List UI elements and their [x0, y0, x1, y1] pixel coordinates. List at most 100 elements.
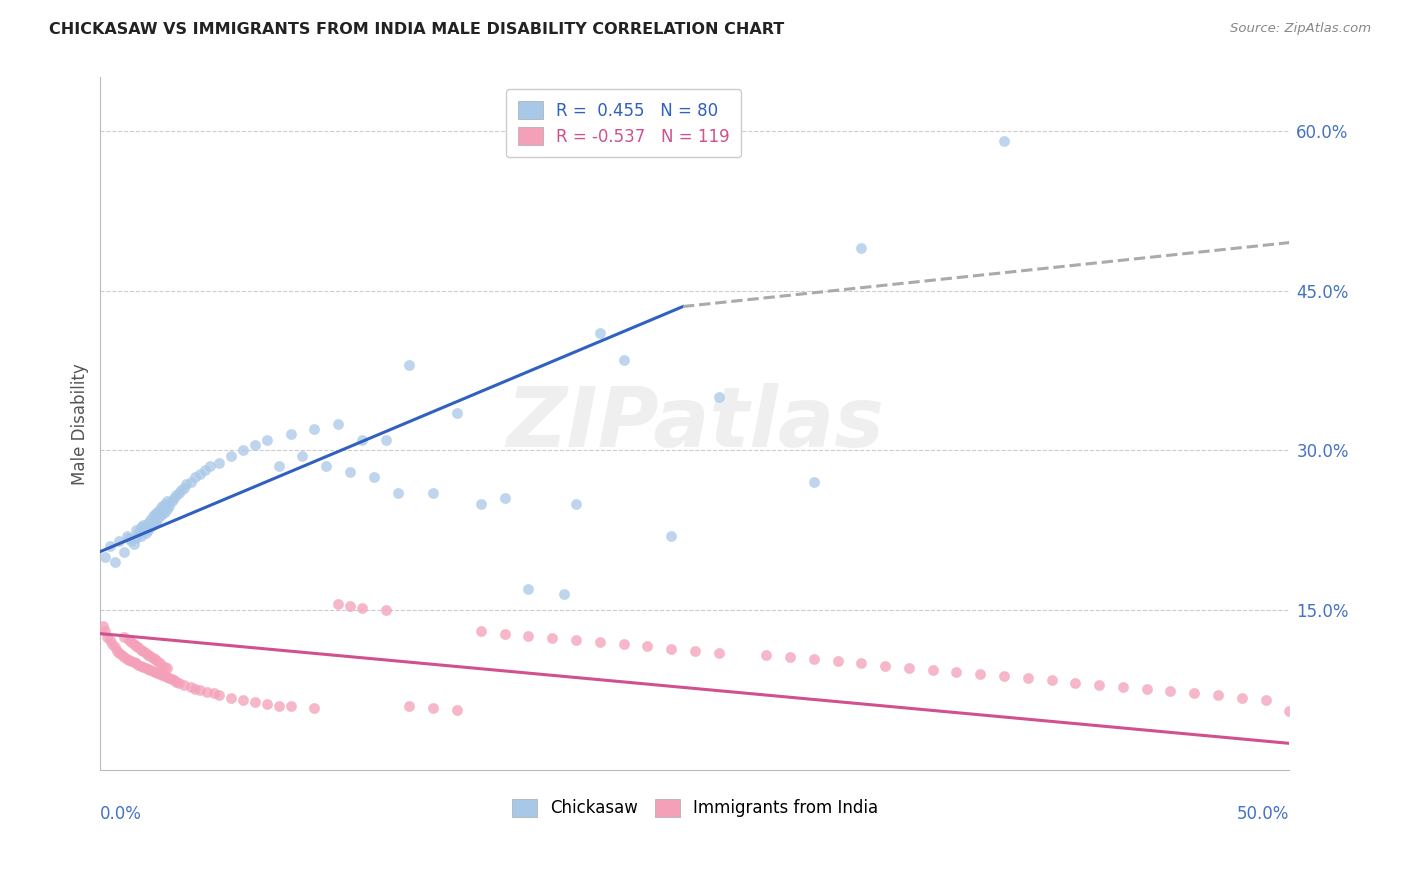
Point	[129, 642, 152, 657]
Point	[636, 640, 658, 654]
Point	[398, 699, 420, 714]
Point	[315, 459, 337, 474]
Point	[149, 667, 172, 681]
Point	[115, 652, 138, 666]
Point	[921, 663, 943, 677]
Point	[195, 685, 218, 699]
Point	[707, 390, 730, 404]
Point	[565, 632, 588, 647]
Point	[118, 653, 141, 667]
Point	[350, 601, 373, 615]
Point	[1064, 675, 1087, 690]
Point	[1182, 686, 1205, 700]
Point	[350, 433, 373, 447]
Point	[135, 646, 157, 660]
Point	[803, 475, 825, 490]
Point	[339, 599, 361, 613]
Point	[267, 699, 290, 714]
Point	[173, 481, 195, 495]
Point	[139, 513, 162, 527]
Text: Source: ZipAtlas.com: Source: ZipAtlas.com	[1230, 22, 1371, 36]
Point	[132, 523, 155, 537]
Point	[153, 505, 176, 519]
Point	[127, 640, 149, 655]
Point	[993, 134, 1015, 148]
Point	[98, 539, 121, 553]
Point	[267, 459, 290, 474]
Point	[803, 652, 825, 666]
Point	[160, 494, 183, 508]
Point	[827, 654, 849, 668]
Point	[143, 652, 166, 666]
Point	[897, 661, 920, 675]
Point	[127, 657, 149, 672]
Point	[422, 486, 444, 500]
Point	[219, 449, 242, 463]
Point	[180, 680, 202, 694]
Point	[851, 241, 873, 255]
Point	[1017, 672, 1039, 686]
Point	[517, 629, 540, 643]
Point	[112, 544, 135, 558]
Point	[993, 669, 1015, 683]
Point	[707, 646, 730, 660]
Point	[232, 692, 254, 706]
Point	[146, 505, 169, 519]
Point	[167, 675, 190, 690]
Point	[1326, 708, 1348, 723]
Point	[132, 643, 155, 657]
Point	[612, 637, 634, 651]
Point	[129, 658, 152, 673]
Point	[1278, 705, 1301, 719]
Point	[142, 517, 165, 532]
Point	[142, 664, 165, 678]
Point	[1206, 689, 1229, 703]
Point	[157, 672, 180, 686]
Point	[755, 648, 778, 662]
Point	[188, 467, 211, 481]
Point	[1112, 680, 1135, 694]
Point	[105, 643, 128, 657]
Point	[163, 673, 186, 688]
Point	[149, 657, 172, 671]
Point	[135, 520, 157, 534]
Point	[136, 523, 159, 537]
Point	[374, 603, 396, 617]
Point	[156, 670, 179, 684]
Point	[108, 646, 131, 660]
Point	[146, 654, 169, 668]
Point	[167, 486, 190, 500]
Point	[122, 637, 145, 651]
Point	[112, 650, 135, 665]
Point	[132, 659, 155, 673]
Point	[165, 674, 187, 689]
Point	[150, 658, 173, 673]
Point	[146, 666, 169, 681]
Point	[142, 509, 165, 524]
Point	[1398, 714, 1406, 729]
Point	[517, 582, 540, 596]
Point	[104, 640, 127, 655]
Point	[1159, 684, 1181, 698]
Point	[184, 470, 207, 484]
Point	[851, 657, 873, 671]
Point	[129, 528, 152, 542]
Point	[111, 648, 134, 662]
Point	[328, 597, 350, 611]
Point	[135, 526, 157, 541]
Point	[256, 433, 278, 447]
Point	[156, 661, 179, 675]
Point	[139, 520, 162, 534]
Point	[118, 531, 141, 545]
Point	[659, 641, 682, 656]
Point	[208, 456, 231, 470]
Point	[422, 701, 444, 715]
Point	[387, 486, 409, 500]
Point	[143, 665, 166, 679]
Point	[94, 624, 117, 639]
Point	[122, 656, 145, 670]
Point	[156, 502, 179, 516]
Point	[683, 643, 706, 657]
Text: ZIPatlas: ZIPatlas	[506, 384, 884, 464]
Point	[170, 483, 193, 497]
